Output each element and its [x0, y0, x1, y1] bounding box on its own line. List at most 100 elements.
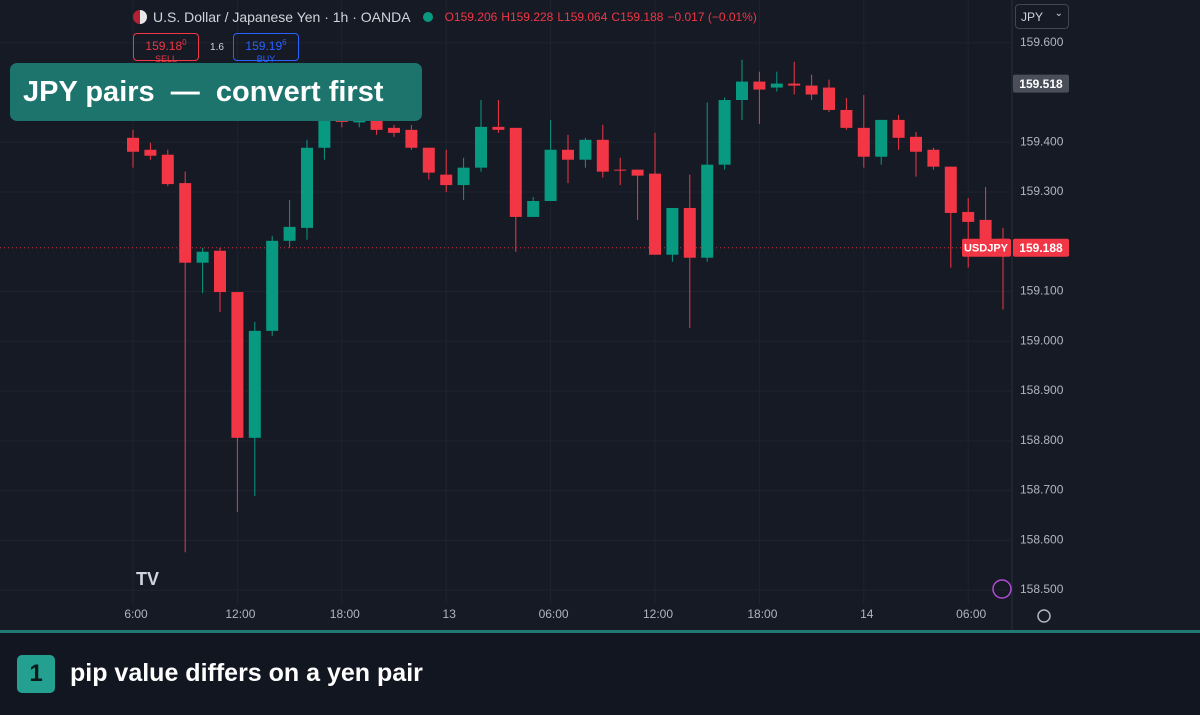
y-tick-label: 158.700	[1020, 483, 1064, 497]
sell-label: SELL	[154, 54, 178, 64]
candle-body	[857, 127, 870, 157]
buy-label: BUY	[256, 54, 276, 64]
candle-body	[910, 136, 922, 152]
candle-body	[301, 147, 313, 228]
market-status	[422, 12, 433, 22]
y-tick-label: 158.800	[1020, 433, 1064, 447]
marker-price-label: 159.518	[1019, 77, 1063, 91]
sell-price: 159.18	[145, 39, 183, 53]
candle-body	[736, 81, 748, 101]
candle-body	[631, 169, 644, 176]
y-tick-label: 159.100	[1020, 284, 1064, 298]
svg-text:TV: TV	[136, 569, 159, 589]
ohlc-legend: O159.206 H159.228 L159.064 C159.188 −0.017 (…	[445, 10, 757, 24]
last-price-label: 159.188	[1019, 241, 1063, 255]
candle-body	[927, 149, 940, 167]
ohlc-value: L159.064	[557, 10, 608, 24]
candle-body	[683, 207, 696, 258]
sell-price-sup: 0	[182, 38, 187, 47]
candle-body	[492, 126, 505, 130]
candle-body	[405, 129, 418, 148]
marker-price-tag	[1013, 74, 1069, 93]
x-tick-label: 12:00	[225, 607, 255, 621]
y-tick-label: 158.900	[1020, 383, 1064, 397]
settings-icon[interactable]	[1037, 609, 1051, 623]
tv-logo: TV	[136, 569, 159, 589]
candle-body	[370, 119, 383, 130]
candle-body	[944, 166, 957, 213]
caption-bar	[0, 630, 1200, 715]
candle-body	[527, 201, 540, 217]
buy-price-sup: 6	[282, 38, 287, 47]
alert-icon[interactable]	[992, 579, 1012, 599]
candle-body	[161, 154, 174, 185]
candle-body	[318, 119, 331, 148]
symbol-title: U.S. Dollar / Japanese Yen · 1h · OANDA	[153, 9, 411, 25]
sell-button[interactable]: 159.180 SELL	[133, 33, 199, 64]
x-tick-label: 18:00	[747, 607, 777, 621]
last-price-tag	[1013, 238, 1069, 257]
candle-body	[805, 85, 818, 95]
candle-body	[388, 127, 400, 133]
candle-body	[231, 292, 244, 438]
candle-body	[840, 109, 853, 128]
callout: JPY pairs — convert first	[10, 63, 422, 121]
caption-text: pip value differs on a yen pair	[70, 659, 423, 687]
caption-number: 1	[17, 655, 55, 693]
x-tick-label: 13	[443, 607, 457, 621]
currency-dropdown[interactable]: JPY ⌄	[1015, 4, 1069, 29]
y-tick-label: 159.600	[1020, 35, 1064, 49]
candle-body	[666, 207, 679, 255]
candle-body	[509, 127, 522, 217]
symbol-tag	[962, 238, 1011, 257]
candle-body	[179, 183, 192, 263]
candle-body	[753, 81, 766, 90]
candle-body	[770, 83, 783, 88]
candle-body	[475, 126, 487, 168]
dropdown-chevron: ⌄	[1054, 8, 1063, 19]
chart: TV 158.500 158.600 158.700 158.800 158.900 15…	[0, 0, 1069, 630]
symbol-header: U.S. Dollar / Japanese Yen · 1h · OANDA …	[133, 6, 757, 28]
currency: JPY	[1021, 10, 1044, 24]
candle-body	[144, 149, 157, 156]
symbol-tag-label: USDJPY	[964, 243, 1009, 255]
candle-body	[892, 119, 905, 138]
candle-body	[440, 174, 453, 186]
buy-button[interactable]: 159.196 BUY	[233, 33, 299, 64]
ohlc-value: −0.017 (−0.01%)	[667, 10, 757, 24]
candle-body	[283, 226, 296, 241]
candle-body	[422, 147, 435, 173]
y-tick-label: 159.300	[1020, 184, 1064, 198]
candle-body	[962, 211, 975, 222]
ohlc-value: C159.188	[611, 10, 664, 24]
candle-body	[875, 119, 888, 157]
candle-body	[718, 100, 731, 165]
candle-body	[701, 164, 714, 258]
flag-icon	[133, 10, 147, 24]
grid	[0, 0, 1012, 605]
ohlc-value: O159.206	[444, 10, 498, 24]
x-tick-label: 06:00	[956, 607, 986, 621]
candle-body	[562, 149, 574, 160]
candle-body	[596, 139, 609, 172]
candle-body	[614, 169, 627, 171]
candle-body	[457, 167, 470, 186]
spread: 1.6	[210, 42, 224, 53]
candle-body	[544, 149, 557, 202]
candle-body	[214, 250, 226, 293]
candle-body	[823, 87, 835, 110]
candle-body	[579, 139, 592, 160]
x-tick-label: 06:00	[539, 607, 569, 621]
candle-body	[196, 251, 209, 263]
buy-price: 159.19	[245, 39, 283, 53]
x-tick-label: 18:00	[330, 607, 360, 621]
x-tick-label: 6:00	[124, 607, 148, 621]
y-tick-label: 158.500	[1020, 582, 1064, 596]
candle-body	[979, 219, 992, 240]
candle-body	[266, 240, 279, 331]
x-tick-label: 12:00	[643, 607, 673, 621]
candle-body	[788, 83, 801, 86]
candle-body	[649, 173, 661, 255]
x-tick-label: 14	[860, 607, 874, 621]
